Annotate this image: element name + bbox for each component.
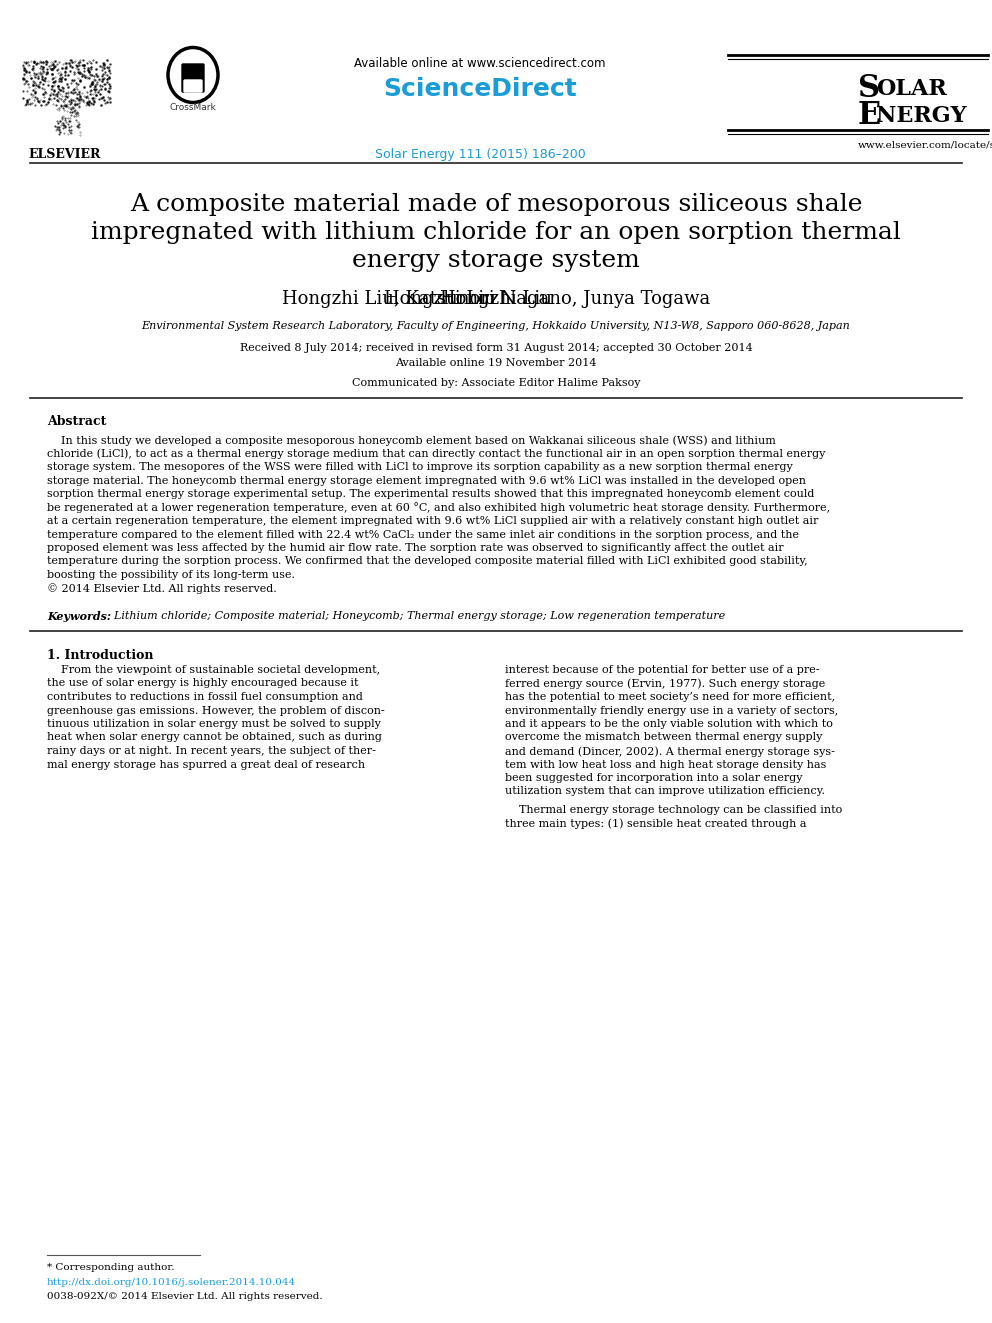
Text: Abstract: Abstract (47, 415, 106, 429)
Text: and demand (Dincer, 2002). A thermal energy storage sys-: and demand (Dincer, 2002). A thermal ene… (505, 746, 835, 757)
Text: OLAR: OLAR (876, 78, 946, 101)
Text: CrossMark: CrossMark (170, 103, 216, 112)
Text: and it appears to be the only viable solution with which to: and it appears to be the only viable sol… (505, 718, 833, 729)
Text: E: E (858, 101, 881, 131)
Text: © 2014 Elsevier Ltd. All rights reserved.: © 2014 Elsevier Ltd. All rights reserved… (47, 583, 277, 594)
Text: temperature compared to the element filled with 22.4 wt% CaCl₂ under the same in: temperature compared to the element fill… (47, 529, 799, 540)
Text: Environmental System Research Laboratory, Faculty of Engineering, Hokkaido Unive: Environmental System Research Laboratory… (142, 321, 850, 331)
Text: heat when solar energy cannot be obtained, such as during: heat when solar energy cannot be obtaine… (47, 733, 382, 742)
Text: Communicated by: Associate Editor Halime Paksoy: Communicated by: Associate Editor Halime… (352, 378, 640, 388)
Text: Solar Energy 111 (2015) 186–200: Solar Energy 111 (2015) 186–200 (375, 148, 585, 161)
Text: utilization system that can improve utilization efficiency.: utilization system that can improve util… (505, 786, 825, 796)
Text: www.elsevier.com/locate/solener: www.elsevier.com/locate/solener (858, 140, 992, 149)
Text: impregnated with lithium chloride for an open sorption thermal: impregnated with lithium chloride for an… (91, 221, 901, 243)
Text: In this study we developed a composite mesoporous honeycomb element based on Wak: In this study we developed a composite m… (47, 435, 776, 446)
Text: storage material. The honeycomb thermal energy storage element impregnated with : storage material. The honeycomb thermal … (47, 475, 806, 486)
Text: Lithium chloride; Composite material; Honeycomb; Thermal energy storage; Low reg: Lithium chloride; Composite material; Ho… (107, 611, 725, 620)
Text: Thermal energy storage technology can be classified into: Thermal energy storage technology can be… (505, 804, 842, 815)
Text: rainy days or at night. In recent years, the subject of ther-: rainy days or at night. In recent years,… (47, 746, 376, 755)
Text: Hongzhi Liu: Hongzhi Liu (440, 290, 552, 308)
Text: ELSEVIER: ELSEVIER (29, 148, 101, 161)
Text: greenhouse gas emissions. However, the problem of discon-: greenhouse gas emissions. However, the p… (47, 705, 385, 716)
Text: contributes to reductions in fossil fuel consumption and: contributes to reductions in fossil fuel… (47, 692, 363, 703)
Text: been suggested for incorporation into a solar energy: been suggested for incorporation into a … (505, 773, 803, 783)
Text: energy storage system: energy storage system (352, 249, 640, 273)
Text: From the viewpoint of sustainable societal development,: From the viewpoint of sustainable societ… (47, 665, 380, 675)
Text: ScienceDirect: ScienceDirect (383, 77, 577, 101)
Text: tinuous utilization in solar energy must be solved to supply: tinuous utilization in solar energy must… (47, 718, 381, 729)
Text: temperature during the sorption process. We confirmed that the developed composi: temperature during the sorption process.… (47, 557, 807, 566)
Text: ferred energy source (Ervin, 1977). Such energy storage: ferred energy source (Ervin, 1977). Such… (505, 679, 825, 689)
Text: interest because of the potential for better use of a pre-: interest because of the potential for be… (505, 665, 819, 675)
Text: http://dx.doi.org/10.1016/j.solener.2014.10.044: http://dx.doi.org/10.1016/j.solener.2014… (47, 1278, 297, 1287)
Text: S: S (858, 73, 880, 105)
Text: environmentally friendly energy use in a variety of sectors,: environmentally friendly energy use in a… (505, 705, 838, 716)
Text: chloride (LiCl), to act as a thermal energy storage medium that can directly con: chloride (LiCl), to act as a thermal ene… (47, 448, 825, 459)
Text: A composite material made of mesoporous siliceous shale: A composite material made of mesoporous … (130, 193, 862, 216)
Text: Available online 19 November 2014: Available online 19 November 2014 (395, 359, 597, 368)
Text: tem with low heat loss and high heat storage density has: tem with low heat loss and high heat sto… (505, 759, 826, 770)
Text: has the potential to meet society’s need for more efficient,: has the potential to meet society’s need… (505, 692, 835, 703)
Text: * Corresponding author.: * Corresponding author. (47, 1263, 175, 1271)
Text: the use of solar energy is highly encouraged because it: the use of solar energy is highly encour… (47, 679, 358, 688)
Text: Available online at www.sciencedirect.com: Available online at www.sciencedirect.co… (354, 57, 606, 70)
Text: 1. Introduction: 1. Introduction (47, 650, 154, 662)
Text: NERGY: NERGY (876, 105, 966, 127)
FancyBboxPatch shape (184, 79, 202, 93)
Text: sorption thermal energy storage experimental setup. The experimental results sho: sorption thermal energy storage experime… (47, 490, 814, 499)
Text: at a certain regeneration temperature, the element impregnated with 9.6 wt% LiCl: at a certain regeneration temperature, t… (47, 516, 818, 527)
Text: storage system. The mesopores of the WSS were filled with LiCl to improve its so: storage system. The mesopores of the WSS… (47, 462, 793, 472)
Text: 0038-092X/© 2014 Elsevier Ltd. All rights reserved.: 0038-092X/© 2014 Elsevier Ltd. All right… (47, 1293, 322, 1301)
Text: boosting the possibility of its long-term use.: boosting the possibility of its long-ter… (47, 570, 295, 579)
Text: proposed element was less affected by the humid air flow rate. The sorption rate: proposed element was less affected by th… (47, 542, 784, 553)
FancyBboxPatch shape (182, 64, 204, 93)
Text: be regenerated at a lower regeneration temperature, even at 60 °C, and also exhi: be regenerated at a lower regeneration t… (47, 503, 830, 513)
Text: Hongzhi Liu: Hongzhi Liu (384, 290, 496, 308)
Text: mal energy storage has spurred a great deal of research: mal energy storage has spurred a great d… (47, 759, 365, 770)
Text: overcome the mismatch between thermal energy supply: overcome the mismatch between thermal en… (505, 733, 822, 742)
Text: three main types: (1) sensible heat created through a: three main types: (1) sensible heat crea… (505, 819, 806, 830)
Text: Keywords:: Keywords: (47, 611, 111, 622)
Text: Received 8 July 2014; received in revised form 31 August 2014; accepted 30 Octob: Received 8 July 2014; received in revise… (240, 343, 752, 353)
Text: Hongzhi Liu, Katsunori Nagano, Junya Togawa: Hongzhi Liu, Katsunori Nagano, Junya Tog… (282, 290, 710, 308)
